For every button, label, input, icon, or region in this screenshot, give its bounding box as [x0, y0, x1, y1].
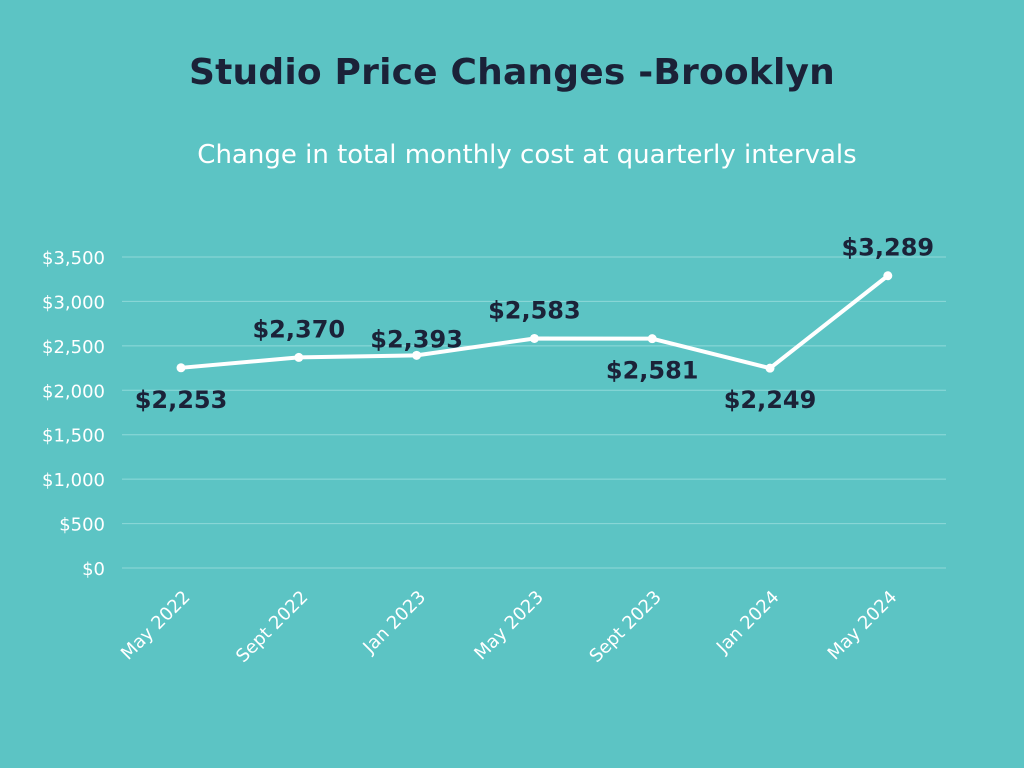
chart-title: Studio Price Changes -Brooklyn	[188, 52, 835, 93]
y-tick-label: $500	[59, 515, 105, 536]
data-label: $2,249	[724, 386, 817, 414]
x-tick-label: May 2022	[117, 587, 195, 665]
data-point	[294, 352, 304, 362]
data-label: $3,289	[841, 234, 934, 262]
x-tick-label: Sept 2022	[232, 587, 312, 667]
chart-subtitle: Change in total monthly cost at quarterl…	[197, 140, 857, 170]
x-tick-label: Sept 2023	[585, 587, 665, 667]
data-label: $2,583	[488, 296, 581, 324]
y-tick-label: $1,000	[42, 470, 105, 491]
y-tick-label: $1,500	[42, 426, 105, 447]
data-label: $2,581	[606, 357, 699, 385]
y-tick-label: $2,500	[42, 337, 105, 358]
data-point	[883, 271, 893, 281]
x-tick-label: May 2023	[470, 587, 548, 665]
data-label: $2,393	[370, 325, 463, 353]
y-tick-label: $0	[82, 559, 105, 580]
x-tick-label: Jan 2024	[712, 587, 784, 659]
y-tick-label: $2,000	[42, 381, 105, 402]
data-point	[176, 363, 186, 373]
data-label: $2,370	[252, 315, 345, 343]
data-point	[765, 363, 775, 373]
data-point	[529, 333, 539, 343]
data-point	[647, 334, 657, 344]
x-tick-label: Jan 2023	[359, 587, 431, 659]
y-tick-label: $3,500	[42, 248, 105, 269]
data-label: $2,253	[135, 386, 228, 414]
data-point	[412, 350, 422, 360]
y-tick-label: $3,000	[42, 292, 105, 313]
x-tick-label: May 2024	[824, 587, 902, 665]
